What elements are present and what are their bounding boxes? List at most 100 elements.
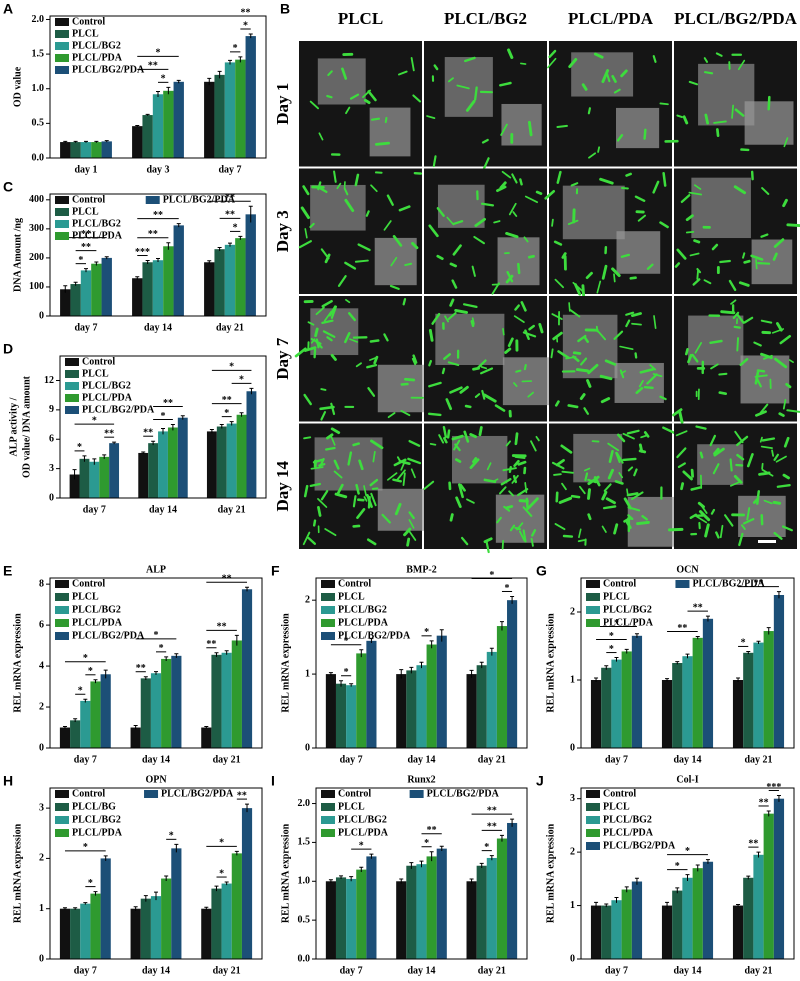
y-tick-label: 0.5	[298, 914, 311, 925]
cell	[451, 434, 464, 441]
error-bar	[399, 669, 404, 679]
error-bar	[62, 725, 67, 729]
cell	[344, 198, 355, 213]
legend-swatch	[586, 790, 600, 798]
bar	[204, 262, 215, 316]
y-axis-label: DNA Amount /ng	[12, 218, 23, 292]
error-bar	[736, 903, 741, 907]
bar	[140, 898, 151, 959]
x-tick-label: day 14	[142, 965, 170, 976]
cell	[659, 102, 669, 106]
y-tick-label: 1	[570, 900, 575, 911]
bar	[416, 864, 427, 959]
cell	[513, 382, 518, 387]
legend-label: PLCL	[338, 801, 365, 812]
cell	[505, 505, 514, 510]
error-bar	[746, 875, 751, 880]
cell	[773, 238, 785, 248]
significance-label: **	[225, 210, 235, 221]
cell	[408, 439, 421, 447]
cell	[729, 480, 742, 487]
cell	[604, 359, 617, 366]
bar	[150, 673, 162, 748]
bar	[142, 262, 153, 316]
cell	[782, 473, 790, 480]
cell	[358, 459, 364, 471]
cell	[709, 339, 723, 345]
bar	[325, 881, 336, 959]
cell	[341, 67, 348, 80]
legend-label: PLCL/PDA	[72, 230, 123, 241]
error-bar	[156, 91, 160, 98]
bar	[138, 452, 149, 498]
cell	[588, 152, 597, 159]
cell	[463, 430, 470, 443]
bar	[702, 618, 714, 748]
y-tick-label: 0	[570, 953, 575, 964]
cell	[565, 356, 577, 360]
cell	[555, 458, 565, 467]
significance-label: *	[424, 627, 429, 638]
micrograph	[424, 41, 547, 170]
cell	[384, 116, 388, 124]
bar	[231, 640, 242, 748]
bar	[152, 94, 164, 158]
y-axis-label: ALP activity /	[8, 397, 19, 456]
cell	[474, 217, 486, 227]
cell	[392, 235, 403, 247]
legend-swatch	[55, 42, 69, 50]
significance-label: *	[159, 643, 164, 654]
error-bar	[224, 650, 229, 655]
cell	[535, 190, 543, 195]
error-bar	[624, 886, 629, 893]
x-tick-label: day 21	[213, 965, 241, 976]
cell	[599, 177, 614, 185]
x-tick-label: day 7	[605, 965, 628, 976]
cell	[508, 490, 514, 497]
cell	[321, 299, 333, 308]
significance-label: *	[229, 362, 234, 373]
cell	[561, 252, 567, 259]
significance-label: *	[424, 838, 429, 849]
error-bar	[145, 113, 150, 116]
cell	[320, 248, 330, 260]
cell	[682, 470, 693, 481]
cell	[457, 483, 464, 499]
cell	[504, 347, 512, 354]
cell	[635, 386, 644, 395]
cell	[524, 329, 530, 340]
error-bar	[143, 895, 148, 902]
cell	[357, 243, 371, 252]
bar	[241, 589, 253, 748]
cell	[704, 113, 710, 125]
cell	[724, 514, 734, 527]
cell	[502, 327, 505, 336]
legend-label: Control	[603, 788, 636, 799]
cell	[583, 407, 589, 415]
cell	[449, 262, 458, 268]
bar	[204, 81, 215, 158]
cell	[713, 447, 720, 456]
error-bar	[84, 140, 88, 143]
micrograph	[547, 41, 672, 167]
cell	[485, 540, 490, 554]
y-tick-label: 0	[39, 953, 44, 964]
cell	[614, 480, 624, 485]
cell	[300, 206, 310, 220]
cell	[759, 403, 769, 414]
x-tick-label: day 21	[478, 965, 506, 976]
x-tick-label: day 21	[744, 965, 772, 976]
legend-label: Control	[338, 788, 371, 799]
error-bar	[245, 586, 250, 592]
cell	[459, 483, 466, 492]
cell	[754, 371, 760, 385]
cell	[438, 434, 445, 444]
significance-label: **	[81, 229, 91, 240]
cell	[601, 69, 610, 84]
bar	[80, 903, 91, 959]
cell	[499, 81, 512, 87]
cell	[317, 498, 328, 508]
error-bar	[369, 638, 374, 644]
error-bar	[83, 902, 88, 905]
scaffold-pore	[310, 184, 366, 231]
